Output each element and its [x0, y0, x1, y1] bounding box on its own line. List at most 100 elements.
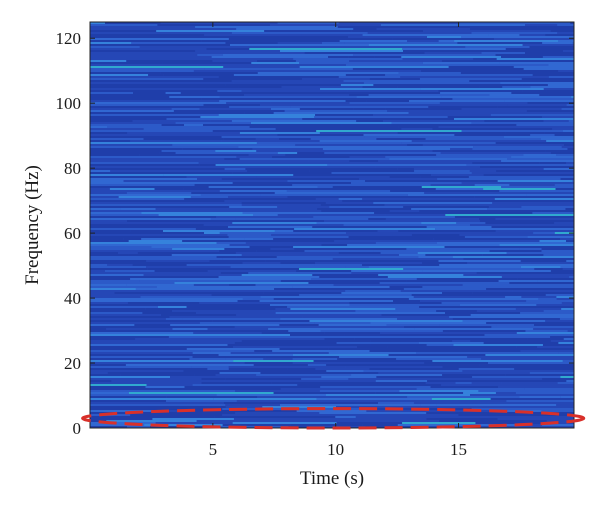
heatmap-streak: [376, 28, 470, 30]
heatmap-streak: [314, 116, 448, 118]
heatmap-streak: [373, 84, 523, 86]
heatmap-streak: [204, 34, 302, 36]
heatmap-streak: [573, 118, 574, 120]
heatmap-streak: [90, 34, 205, 36]
heatmap-streak: [286, 190, 391, 192]
heatmap-streak: [219, 190, 287, 192]
heatmap-streak: [253, 364, 308, 366]
heatmap-streak: [186, 176, 257, 178]
heatmap-streak: [321, 210, 390, 212]
heatmap-streak: [397, 86, 480, 88]
heatmap-streak: [90, 176, 187, 178]
heatmap-streak: [90, 214, 159, 216]
heatmap-streak: [496, 200, 574, 202]
heatmap-streak: [470, 314, 574, 316]
heatmap-streak: [233, 82, 364, 84]
heatmap-streak: [368, 94, 490, 96]
heatmap-streak: [442, 330, 526, 332]
heatmap-streak: [276, 256, 419, 258]
heatmap-streak: [330, 312, 445, 314]
heatmap-streak: [499, 62, 574, 64]
heatmap-streak: [320, 386, 431, 388]
heatmap-streak: [90, 270, 105, 272]
heatmap-streak: [225, 406, 263, 408]
heatmap-streak: [400, 290, 513, 292]
heatmap-streak: [128, 392, 274, 394]
heatmap-streak: [478, 390, 574, 392]
heatmap-streak: [90, 380, 112, 382]
heatmap-streak: [130, 140, 222, 142]
y-tick-label: 0: [73, 419, 82, 438]
heatmap-streak: [107, 264, 133, 266]
heatmap-streak: [153, 388, 281, 390]
heatmap-streak: [203, 124, 234, 126]
heatmap-streak: [134, 324, 171, 326]
heatmap-streak: [296, 336, 450, 338]
heatmap-streak: [438, 260, 521, 262]
heatmap-streak: [90, 294, 182, 296]
heatmap-streak: [208, 142, 257, 144]
heatmap-streak: [241, 340, 287, 342]
heatmap-streak: [90, 348, 121, 350]
heatmap-streak: [90, 350, 211, 352]
heatmap-streak: [248, 272, 352, 274]
heatmap-streak: [471, 172, 523, 174]
heatmap-streak: [90, 182, 233, 184]
heatmap-streak: [299, 66, 449, 68]
heatmap-streak: [361, 104, 508, 106]
heatmap-streak: [486, 288, 574, 290]
heatmap-streak: [509, 282, 574, 284]
heatmap-streak: [408, 298, 539, 300]
heatmap-streak: [499, 244, 574, 246]
heatmap-streak: [111, 380, 225, 382]
heatmap-streak: [236, 400, 283, 402]
heatmap-streak: [533, 328, 574, 330]
heatmap-streak: [278, 46, 327, 48]
heatmap-streak: [414, 402, 536, 404]
heatmap-streak: [228, 226, 313, 228]
heatmap-streak: [378, 160, 502, 162]
heatmap-streak: [389, 210, 420, 212]
heatmap-streak: [206, 88, 320, 90]
heatmap-streak: [218, 76, 339, 78]
heatmap-streak: [334, 240, 436, 242]
heatmap-streak: [90, 276, 219, 278]
heatmap-streak: [477, 310, 544, 312]
y-axis-label: Frequency (Hz): [22, 165, 43, 285]
heatmap-streak: [90, 204, 242, 206]
heatmap-streak: [252, 148, 323, 150]
heatmap-streak: [90, 52, 184, 54]
heatmap-streak: [434, 168, 544, 170]
heatmap-streak: [470, 224, 574, 226]
heatmap-streak: [233, 124, 342, 126]
heatmap-streak: [242, 298, 274, 300]
heatmap-streak: [90, 292, 115, 294]
heatmap-streak: [535, 402, 574, 404]
heatmap-streak: [389, 286, 423, 288]
heatmap-streak: [505, 296, 522, 298]
heatmap-streak: [191, 366, 229, 368]
heatmap-streak: [449, 336, 550, 338]
heatmap-streak: [488, 362, 574, 364]
heatmap-streak: [90, 152, 160, 154]
heatmap-streak: [228, 38, 351, 40]
heatmap-streak: [380, 252, 418, 254]
heatmap-streak: [292, 358, 338, 360]
heatmap-streak: [90, 78, 204, 80]
heatmap-streak: [352, 238, 434, 240]
heatmap-streak: [315, 264, 362, 266]
heatmap-streak: [462, 370, 555, 372]
heatmap-streak: [395, 150, 433, 152]
heatmap-streak: [532, 212, 574, 214]
heatmap-streak: [422, 144, 545, 146]
heatmap-streak: [501, 186, 574, 188]
heatmap-streak: [225, 42, 278, 44]
heatmap-streak: [539, 162, 567, 164]
heatmap-streak: [351, 374, 443, 376]
heatmap-streak: [362, 198, 495, 200]
heatmap-streak: [542, 116, 574, 118]
heatmap-streak: [479, 220, 574, 222]
heatmap-streak: [397, 424, 516, 426]
heatmap-streak: [90, 82, 234, 84]
heatmap-streak: [90, 216, 217, 218]
